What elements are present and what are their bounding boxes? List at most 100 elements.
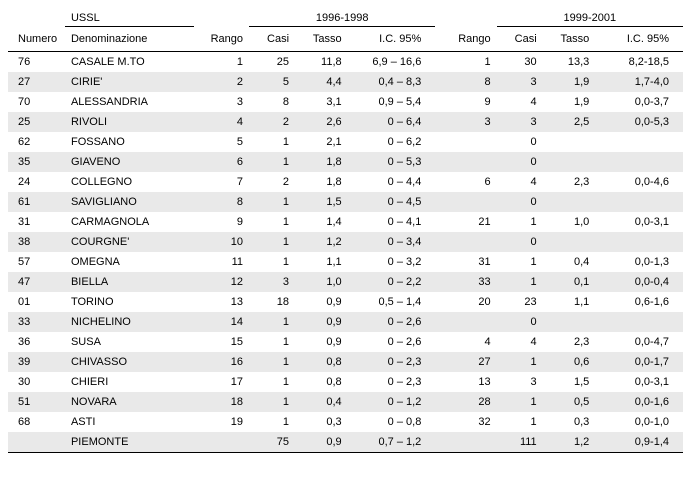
cell-casi-1: 2 [249,172,295,192]
cell-tasso-1: 0,9 [295,432,348,453]
cell-rango-2: 6 [442,172,497,192]
table-row: 57OMEGNA1111,10 – 3,23110,40,0-1,3 [8,252,683,272]
cell-ic-1: 0,5 – 1,4 [348,292,436,312]
cell-rango-1 [194,432,249,453]
cell-rango-2: 9 [442,92,497,112]
cell-rango-1: 9 [194,212,249,232]
cell-numero: 70 [8,92,65,112]
cell-tasso-1: 1,0 [295,272,348,292]
cell-casi-1: 8 [249,92,295,112]
cell-tasso-2: 13,3 [543,52,596,73]
cell-ic-2: 0,6-1,6 [595,292,683,312]
cell-denominazione: OMEGNA [65,252,194,272]
cell-rango-2 [442,152,497,172]
cell-rango-2: 28 [442,392,497,412]
col-tasso-2: Tasso [543,27,596,52]
cell-ic-2 [595,232,683,252]
cell-rango-1: 7 [194,172,249,192]
cell-tasso-1: 1,5 [295,192,348,212]
table-row: 47BIELLA1231,00 – 2,23310,10,0-0,4 [8,272,683,292]
col-rango-2: Rango [442,27,497,52]
cell-tasso-2: 1,0 [543,212,596,232]
cell-rango-1: 19 [194,412,249,432]
cell-casi-1: 1 [249,312,295,332]
cell-rango-2: 1 [442,52,497,73]
cell-tasso-2: 0,4 [543,252,596,272]
cell-ic-1: 0 – 2,3 [348,372,436,392]
cell-tasso-2 [543,312,596,332]
cell-denominazione: CARMAGNOLA [65,212,194,232]
cell-casi-2: 1 [497,392,543,412]
cell-numero: 24 [8,172,65,192]
cell-denominazione: NOVARA [65,392,194,412]
table-row: 24COLLEGNO721,80 – 4,4642,30,0-4,6 [8,172,683,192]
cell-casi-1: 1 [249,212,295,232]
cell-rango-2: 3 [442,112,497,132]
cell-casi-2: 1 [497,212,543,232]
cell-tasso-1: 0,9 [295,312,348,332]
cell-rango-1: 2 [194,72,249,92]
cell-denominazione: COURGNE' [65,232,194,252]
cell-ic-1: 0 – 6,2 [348,132,436,152]
cell-casi-2: 0 [497,312,543,332]
cell-ic-2: 0,0-4,6 [595,172,683,192]
cell-tasso-1: 0,3 [295,412,348,432]
cell-casi-2: 1 [497,252,543,272]
col-rango-1: Rango [194,27,249,52]
cell-denominazione: ALESSANDRIA [65,92,194,112]
cell-rango-2: 8 [442,72,497,92]
cell-tasso-1: 2,6 [295,112,348,132]
cell-ic-1: 6,9 – 16,6 [348,52,436,73]
cell-rango-2 [442,192,497,212]
cell-casi-1: 1 [249,352,295,372]
table-body: 76CASALE M.TO12511,86,9 – 16,613013,38,2… [8,52,683,453]
cell-casi-2: 4 [497,172,543,192]
table-row: 62FOSSANO512,10 – 6,20 [8,132,683,152]
cell-casi-1: 1 [249,372,295,392]
cell-numero [8,432,65,453]
table-row: 70ALESSANDRIA383,10,9 – 5,4941,90,0-3,7 [8,92,683,112]
cell-ic-1: 0 – 5,3 [348,152,436,172]
cell-numero: 01 [8,292,65,312]
cell-tasso-1: 1,4 [295,212,348,232]
cell-tasso-2: 0,5 [543,392,596,412]
cell-rango-1: 16 [194,352,249,372]
cell-denominazione: CHIVASSO [65,352,194,372]
cell-denominazione: CASALE M.TO [65,52,194,73]
cell-rango-2: 33 [442,272,497,292]
cell-numero: 62 [8,132,65,152]
cell-tasso-1: 0,8 [295,372,348,392]
cell-ic-1: 0 – 6,4 [348,112,436,132]
cell-ic-2: 0,0-1,3 [595,252,683,272]
cell-tasso-1: 1,1 [295,252,348,272]
cell-rango-2 [442,312,497,332]
table-row: 39CHIVASSO1610,80 – 2,32710,60,0-1,7 [8,352,683,372]
cell-tasso-1: 1,2 [295,232,348,252]
cell-numero: 57 [8,252,65,272]
cell-rango-1: 4 [194,112,249,132]
cell-rango-1: 14 [194,312,249,332]
cell-rango-1: 10 [194,232,249,252]
table-row: 30CHIERI1710,80 – 2,31331,50,0-3,1 [8,372,683,392]
cell-denominazione: ASTI [65,412,194,432]
cell-ic-1: 0,7 – 1,2 [348,432,436,453]
table-row: 25RIVOLI422,60 – 6,4332,50,0-5,3 [8,112,683,132]
cell-numero: 31 [8,212,65,232]
cell-casi-1: 2 [249,112,295,132]
cell-casi-1: 1 [249,132,295,152]
col-casi-2: Casi [497,27,543,52]
col-ic-1: I.C. 95% [348,27,436,52]
cell-numero: 51 [8,392,65,412]
cell-ic-2: 0,9-1,4 [595,432,683,453]
group-period-1: 1996-1998 [249,8,435,27]
cell-rango-2 [442,232,497,252]
cell-casi-2: 0 [497,152,543,172]
cell-casi-2: 3 [497,372,543,392]
cell-denominazione: COLLEGNO [65,172,194,192]
cell-rango-1: 5 [194,132,249,152]
cell-ic-2: 8,2-18,5 [595,52,683,73]
cell-rango-1: 6 [194,152,249,172]
cell-rango-2: 13 [442,372,497,392]
cell-rango-1: 18 [194,392,249,412]
cell-numero: 68 [8,412,65,432]
